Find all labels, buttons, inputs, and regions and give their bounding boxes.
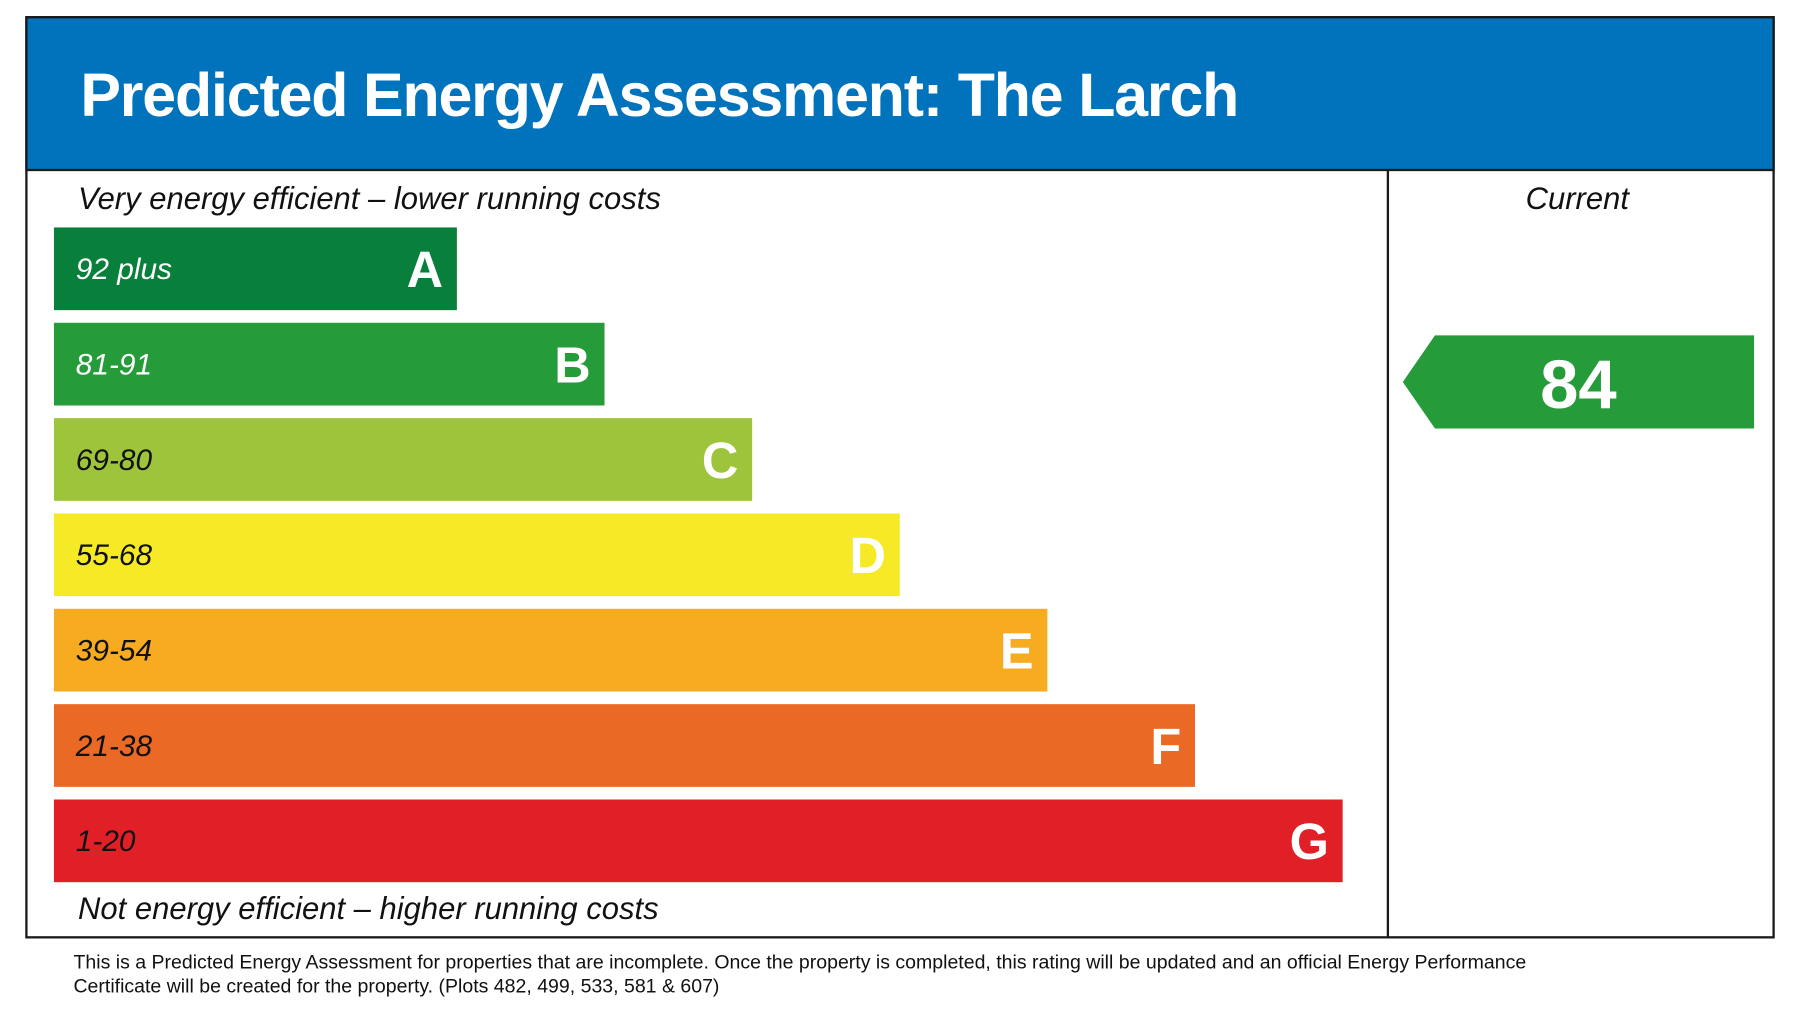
- band-letter: C: [702, 432, 738, 489]
- top-label: Very energy efficient – lower running co…: [78, 181, 661, 216]
- band-letter: F: [1150, 718, 1181, 775]
- footnote-line: Certificate will be created for the prop…: [73, 975, 719, 997]
- band-range: 55-68: [76, 539, 153, 572]
- band-letter: G: [1290, 813, 1329, 870]
- band-range: 69-80: [76, 444, 153, 477]
- band-bar: [53, 418, 753, 501]
- current-arrow: [1402, 335, 1755, 429]
- band-letter: D: [850, 527, 886, 584]
- current-value: 84: [1540, 346, 1617, 423]
- band-bar: [53, 227, 457, 311]
- band-bar: [53, 799, 1343, 883]
- band-letter: E: [1000, 623, 1034, 680]
- band-bar: [53, 322, 605, 406]
- footnote-line: This is a Predicted Energy Assessment fo…: [73, 951, 1526, 973]
- bottom-label: Not energy efficient – higher running co…: [78, 891, 659, 926]
- current-label: Current: [1526, 181, 1631, 216]
- title: Predicted Energy Assessment: The Larch: [80, 61, 1238, 129]
- band-bar: [53, 608, 1048, 692]
- band-range: 92 plus: [76, 253, 172, 286]
- band-bar: [53, 704, 1196, 787]
- bands: 92 plus A 81-91 B 69-80 C 55-68 D 39-54 E 21-38 F 1-…: [53, 227, 1343, 883]
- band-range: 1-20: [76, 825, 136, 858]
- band-letter: B: [554, 337, 590, 394]
- band-range: 21-38: [75, 730, 153, 763]
- header-bar: [25, 16, 1775, 172]
- band-range: 81-91: [76, 348, 152, 381]
- band-range: 39-54: [76, 634, 152, 667]
- band-bar: [53, 513, 900, 597]
- band-letter: A: [407, 241, 443, 298]
